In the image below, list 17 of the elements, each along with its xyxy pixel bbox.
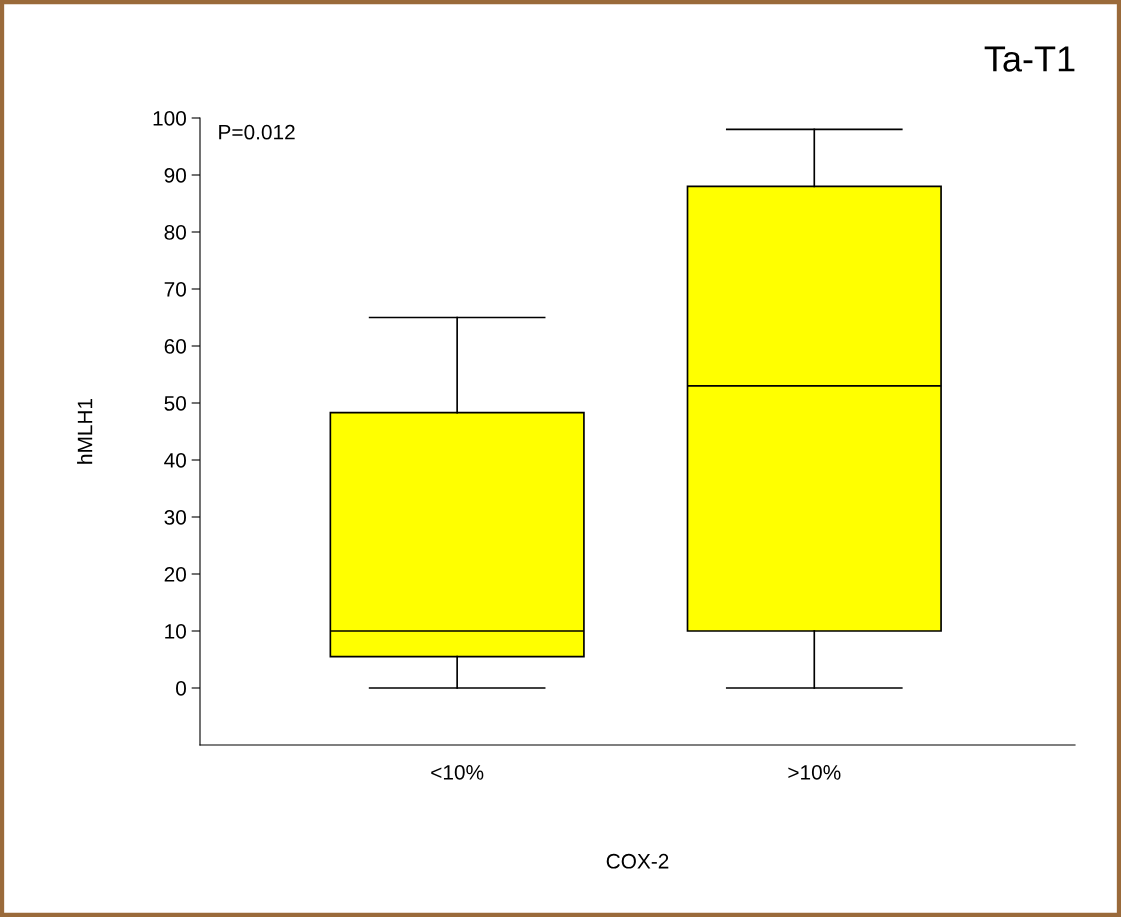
y-tick-label: 10 bbox=[165, 624, 186, 639]
x-tick-label: >10% bbox=[788, 764, 841, 780]
y-tick-label: 70 bbox=[164, 282, 186, 297]
chart-title: Ta-T1 bbox=[984, 46, 1075, 72]
y-tick-label: 90 bbox=[164, 168, 186, 183]
y-tick-label: 0 bbox=[176, 681, 186, 696]
y-tick-label: 100 bbox=[153, 111, 186, 126]
x-axis-title: COX-2 bbox=[606, 853, 669, 869]
annotation: P=0.012 bbox=[219, 124, 295, 140]
y-tick-label: 60 bbox=[164, 339, 186, 354]
y-tick-label: 20 bbox=[164, 567, 186, 582]
y-tick-label: 30 bbox=[164, 510, 186, 525]
x-tick-label: <10% bbox=[431, 764, 484, 780]
y-tick-label: 80 bbox=[164, 225, 186, 240]
y-tick-label: 50 bbox=[164, 396, 186, 411]
y-tick-label: 40 bbox=[164, 453, 186, 468]
y-axis-title: hMLH1 bbox=[77, 398, 93, 464]
